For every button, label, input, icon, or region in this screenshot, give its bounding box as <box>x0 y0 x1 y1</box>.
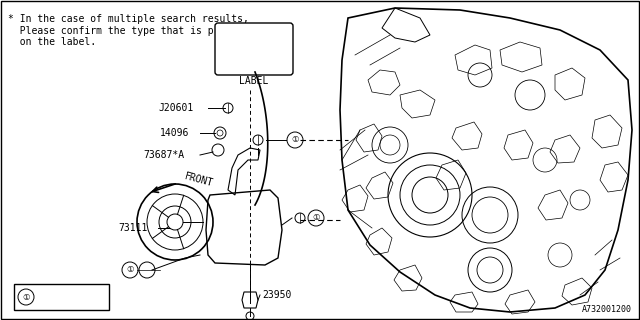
FancyBboxPatch shape <box>215 23 293 75</box>
Text: ①: ① <box>312 213 320 222</box>
Text: J20601: J20601 <box>158 103 193 113</box>
Text: 73687*A: 73687*A <box>143 150 184 160</box>
Text: ①: ① <box>126 266 134 275</box>
Text: A732001200: A732001200 <box>582 305 632 314</box>
Text: 23950: 23950 <box>262 290 291 300</box>
Text: 73111: 73111 <box>118 223 147 233</box>
Bar <box>14 284 109 310</box>
Text: * In the case of multiple search results,
  Please confirm the type that is prin: * In the case of multiple search results… <box>8 14 249 47</box>
Text: A11062: A11062 <box>38 292 73 302</box>
Text: FRONT: FRONT <box>183 172 214 188</box>
Text: SCSA08H: SCSA08H <box>234 35 275 45</box>
Text: LABEL: LABEL <box>239 76 269 86</box>
Text: 14096: 14096 <box>160 128 189 138</box>
Text: ①: ① <box>291 135 299 145</box>
Text: ①: ① <box>22 292 29 301</box>
